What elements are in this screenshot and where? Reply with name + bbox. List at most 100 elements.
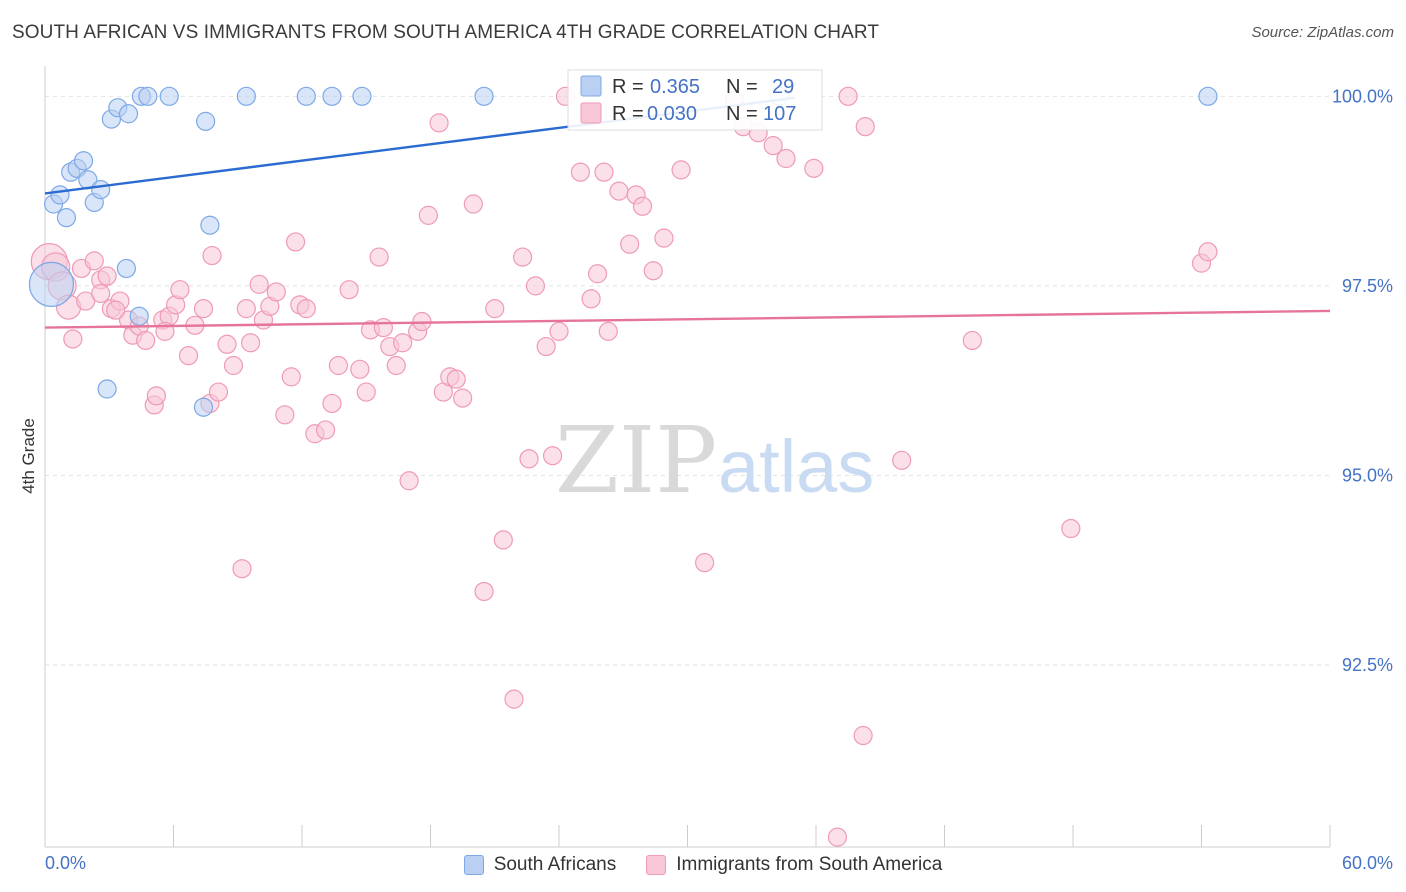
immigrants-point xyxy=(208,382,229,402)
south-africans-point xyxy=(50,185,70,205)
immigrants-point xyxy=(536,336,556,357)
source-credit: Source: ZipAtlas.com xyxy=(1251,24,1394,41)
immigrants-point xyxy=(620,234,640,254)
south-africans-point xyxy=(56,208,77,228)
immigrants-point xyxy=(609,181,629,201)
legend-n-label-pink: N = xyxy=(726,103,758,125)
immigrants-point xyxy=(695,553,715,573)
trend-lines xyxy=(44,96,1331,329)
legend-label-south-africans: South Africans xyxy=(493,854,617,875)
immigrants-point xyxy=(525,276,546,296)
south-africans-point xyxy=(200,215,220,235)
x-tick-label: 0.0% xyxy=(45,853,86,873)
immigrants-point xyxy=(962,330,982,351)
legend-r-label-blue: R = xyxy=(612,76,644,98)
immigrants-point xyxy=(275,405,295,425)
south-africans-point xyxy=(474,86,494,106)
axes xyxy=(44,66,1331,848)
series-legend: South Africans Immigrants from South Ame… xyxy=(0,852,1406,878)
south-africans-point xyxy=(97,379,117,399)
immigrants-point xyxy=(892,450,912,470)
immigrants-point xyxy=(322,393,342,414)
immigrants-point xyxy=(542,446,563,466)
south-africans-point xyxy=(1198,86,1218,106)
legend-swatch-blue xyxy=(580,75,602,97)
legend-label-immigrants: Immigrants from South America xyxy=(676,854,943,875)
immigrants-point xyxy=(429,113,449,133)
immigrants-point xyxy=(232,559,252,579)
immigrants-point xyxy=(146,386,166,406)
immigrants-point xyxy=(474,581,494,602)
legend-r-value-blue: 0.365 xyxy=(650,76,700,98)
x-tick-labels: 0.0% 60.0% xyxy=(45,853,1393,873)
immigrants-point xyxy=(369,247,389,267)
south-africans-point xyxy=(352,86,372,106)
immigrants-point xyxy=(418,205,438,225)
immigrants-point xyxy=(838,86,858,106)
y-tick-label: 97.5% xyxy=(1342,276,1393,296)
south-africans-point xyxy=(159,86,179,106)
immigrants-point xyxy=(671,160,691,180)
immigrants-point xyxy=(236,299,256,319)
legend-r-label-pink: R = xyxy=(612,103,644,125)
immigrants-point xyxy=(178,346,199,366)
immigrants-point xyxy=(356,382,376,402)
immigrants-point xyxy=(223,355,244,376)
legend-r-value-pink: 0.030 xyxy=(647,103,697,125)
south-africans-point xyxy=(118,104,139,124)
immigrants-point xyxy=(91,283,111,304)
watermark: ZIP atlas xyxy=(555,407,874,514)
immigrants-point xyxy=(632,196,653,216)
watermark-zip: ZIP xyxy=(555,407,717,514)
immigrants-point xyxy=(493,530,513,550)
immigrants-point xyxy=(84,251,104,271)
immigrants-trend-line xyxy=(44,309,1331,329)
legend-item-south-africans[interactable]: South Africans xyxy=(463,852,617,878)
south-africans-point xyxy=(236,86,256,106)
immigrants-point xyxy=(97,266,117,286)
immigrants-point xyxy=(76,291,96,311)
immigrants-point xyxy=(485,299,505,319)
watermark-atlas: atlas xyxy=(718,425,874,508)
legend-frame xyxy=(567,69,823,131)
immigrants-point xyxy=(598,321,618,341)
immigrants-point xyxy=(1198,242,1218,262)
legend-swatch-south-africans xyxy=(463,855,484,875)
immigrants-point xyxy=(266,282,286,302)
legend-swatch-immigrants xyxy=(646,855,667,875)
immigrants-point xyxy=(463,194,483,214)
y-axis-label: 4th Grade xyxy=(19,418,38,494)
immigrants-point xyxy=(136,330,156,351)
series-immigrants-points xyxy=(30,86,1218,847)
immigrants-point xyxy=(285,232,306,252)
legend-item-immigrants[interactable]: Immigrants from South America xyxy=(646,852,942,878)
immigrants-point xyxy=(241,333,261,353)
immigrants-point xyxy=(193,299,214,319)
immigrants-point xyxy=(217,334,237,354)
south-africans-point xyxy=(28,261,75,307)
immigrants-point xyxy=(339,280,359,300)
legend-n-label-blue: N = xyxy=(726,76,758,98)
immigrants-point xyxy=(654,228,674,248)
stats-legend: R = 0.365 N = 29 R = 0.030 N = 107 xyxy=(567,69,823,131)
y-tick-label: 95.0% xyxy=(1342,465,1393,485)
immigrants-point xyxy=(328,355,349,376)
immigrants-point xyxy=(776,148,796,169)
south-africans-point xyxy=(296,86,316,106)
immigrants-point xyxy=(350,359,370,379)
immigrants-point xyxy=(827,827,848,847)
legend-n-value-blue: 29 xyxy=(772,76,794,98)
immigrants-point xyxy=(504,689,524,709)
immigrants-point xyxy=(853,725,873,746)
immigrants-point xyxy=(855,117,875,137)
immigrants-point xyxy=(63,329,83,349)
immigrants-point xyxy=(106,300,126,320)
immigrants-point xyxy=(519,449,539,469)
immigrants-point xyxy=(373,317,393,338)
immigrants-point xyxy=(249,274,269,294)
immigrants-point xyxy=(296,299,316,319)
south-africans-point xyxy=(91,179,111,200)
immigrants-point xyxy=(763,136,783,156)
legend-swatch-pink xyxy=(580,102,602,124)
